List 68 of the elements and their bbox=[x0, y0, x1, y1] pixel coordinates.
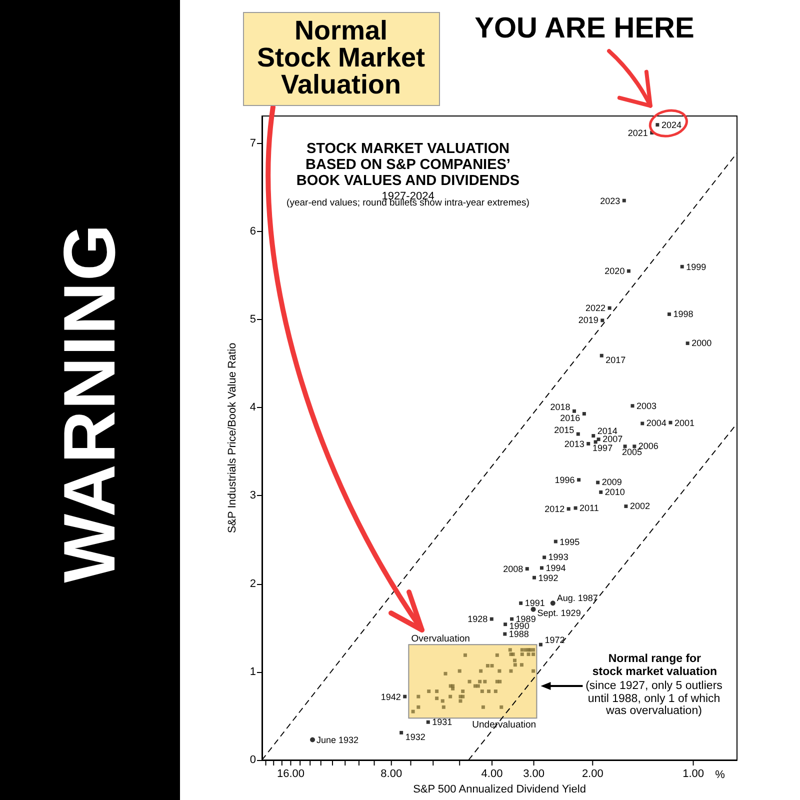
annotation: 1988 bbox=[508, 629, 529, 640]
annotation: 2008 bbox=[503, 564, 524, 574]
annotation: Normal range for stock market valuation bbox=[592, 653, 718, 679]
annotation: 2002 bbox=[630, 501, 650, 512]
annotation: 2021 bbox=[628, 128, 648, 138]
annotation: Overvaluation bbox=[411, 633, 470, 644]
annotation: Undervaluation bbox=[472, 720, 536, 731]
y-axis-title: S&P Industrials Price/Book Value Ratio bbox=[226, 342, 238, 534]
y-tick-label: 6 bbox=[250, 225, 256, 238]
annotation: 2023 bbox=[600, 196, 620, 206]
annotation: 1995 bbox=[560, 536, 580, 547]
annotation: (since 1927, only 5 outliers until 1988, only 1 of which was overvaluation) bbox=[586, 680, 722, 718]
annotation: 1997 bbox=[592, 442, 613, 453]
annotation: 2018 bbox=[550, 402, 570, 412]
annotation: 1991 bbox=[524, 598, 545, 608]
annotation: 1999 bbox=[686, 262, 706, 272]
annotation: 1996 bbox=[554, 474, 575, 485]
annotation: 2009 bbox=[602, 477, 622, 488]
annotation: 2012 bbox=[544, 504, 565, 514]
y-tick-label: 7 bbox=[250, 137, 256, 150]
text: STOCK MARKET VALUATION BASED ON S&P COMPANIES’ BOOK VALUES AND DIVIDENDS bbox=[296, 141, 520, 189]
text: % bbox=[715, 768, 725, 780]
annotation: 1942 bbox=[380, 692, 401, 702]
annotation: 2020 bbox=[604, 266, 625, 276]
annotation: 2011 bbox=[580, 503, 599, 514]
annotation: 1928 bbox=[468, 614, 488, 624]
y-tick-label: 4 bbox=[250, 402, 256, 414]
y-tick-label: 1 bbox=[250, 666, 256, 678]
x-tick-label: 1.00 bbox=[682, 768, 704, 780]
annotation: 1994 bbox=[546, 562, 566, 573]
annotation: 1990 bbox=[509, 621, 530, 632]
annotation: 1932 bbox=[405, 732, 426, 742]
annotation: 2017 bbox=[606, 354, 626, 365]
x-tick-label: 16.00 bbox=[276, 768, 304, 780]
annotation: 2001 bbox=[674, 418, 695, 428]
text: Normal Stock Market Valuation bbox=[256, 16, 426, 100]
annotation: 2007 bbox=[602, 434, 623, 444]
annotation: 2019 bbox=[578, 315, 598, 326]
annotation: 2003 bbox=[636, 400, 657, 411]
annotation: 1992 bbox=[538, 572, 558, 583]
annotation: 2014 bbox=[597, 426, 618, 436]
annotation: 2013 bbox=[564, 438, 584, 449]
annotation: 1931 bbox=[432, 717, 452, 728]
y-tick-label: 5 bbox=[250, 314, 256, 326]
annotation: 2015 bbox=[554, 425, 574, 436]
y-tick-label: 0 bbox=[250, 754, 256, 766]
x-tick-label: 2.00 bbox=[582, 768, 604, 780]
annotation: YOU ARE HERE bbox=[474, 12, 694, 46]
annotation: 2024 bbox=[661, 120, 682, 130]
annotation: 2022 bbox=[586, 303, 606, 314]
annotation: 2004 bbox=[646, 418, 666, 428]
annotation: 2000 bbox=[692, 338, 712, 348]
annotation: Sept. 1929 bbox=[537, 608, 581, 618]
y-tick-label: 3 bbox=[250, 490, 256, 502]
text: WARNING bbox=[48, 223, 132, 583]
annotation: 1972 bbox=[544, 634, 565, 645]
annotation: 1993 bbox=[548, 552, 568, 562]
x-tick-label: 8.00 bbox=[380, 768, 402, 780]
annotation: June 1932 bbox=[316, 734, 359, 745]
annotation: 1998 bbox=[673, 309, 694, 320]
annotation: 2016 bbox=[560, 412, 580, 423]
x-axis-title: S&P 500 Annualized Dividend Yield bbox=[413, 784, 586, 796]
x-tick-label: 3.00 bbox=[523, 768, 544, 780]
annotation: 2006 bbox=[638, 441, 658, 452]
annotation: 2010 bbox=[604, 487, 625, 498]
annotation: Aug. 1987 bbox=[556, 593, 598, 604]
x-tick-label: 4.00 bbox=[481, 768, 503, 780]
y-tick-label: 2 bbox=[250, 578, 256, 590]
